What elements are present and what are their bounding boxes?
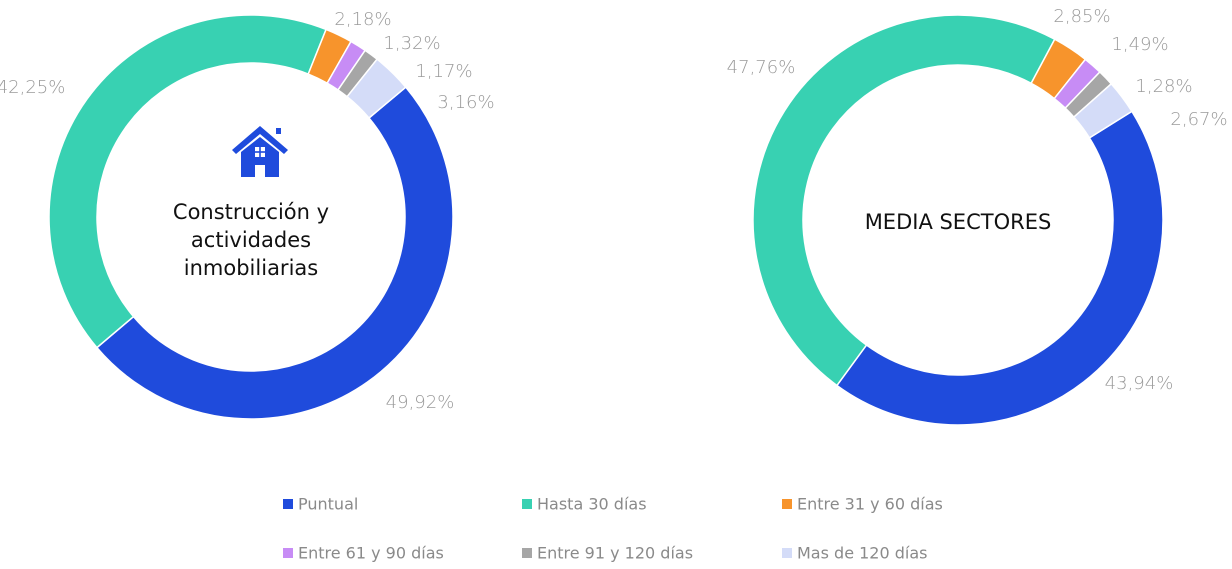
donut-slice (1072, 82, 1133, 139)
data-label: 43,94% (1105, 373, 1174, 394)
legend-swatch (283, 548, 293, 558)
legend-label: Entre 31 y 60 días (797, 495, 943, 514)
donut-slice (346, 58, 407, 120)
donut-slice (752, 14, 1056, 387)
donut-slice (835, 110, 1164, 426)
legend-swatch (283, 499, 293, 509)
legend-swatch (522, 499, 532, 509)
donut-slice (95, 86, 454, 420)
donut-slice (48, 14, 328, 349)
legend-swatch (782, 548, 792, 558)
data-label: 1,28% (1135, 76, 1192, 97)
chart-title: MEDIA SECTORES (864, 210, 1052, 234)
data-label: 2,85% (1053, 6, 1110, 27)
legend-label: Mas de 120 días (797, 544, 927, 563)
legend-label: Hasta 30 días (537, 495, 647, 514)
chart-title: Construcción y actividades inmobiliarias (172, 200, 330, 280)
legend-label: Entre 61 y 90 días (298, 544, 444, 563)
legend-label: Entre 91 y 120 días (537, 544, 693, 563)
data-label: 2,67% (1170, 109, 1227, 130)
data-label: 42,25% (0, 77, 65, 98)
data-label: 3,16% (437, 92, 494, 113)
data-label: 1,32% (383, 33, 440, 54)
data-label: 49,92% (386, 392, 455, 413)
data-label: 2,18% (334, 9, 391, 30)
legend-swatch (782, 499, 792, 509)
data-label: 1,49% (1111, 34, 1168, 55)
legend-swatch (522, 548, 532, 558)
data-label: 47,76% (727, 57, 796, 78)
house-icon (232, 126, 288, 177)
data-label: 1,17% (415, 61, 472, 82)
legend-label: Puntual (298, 495, 358, 514)
